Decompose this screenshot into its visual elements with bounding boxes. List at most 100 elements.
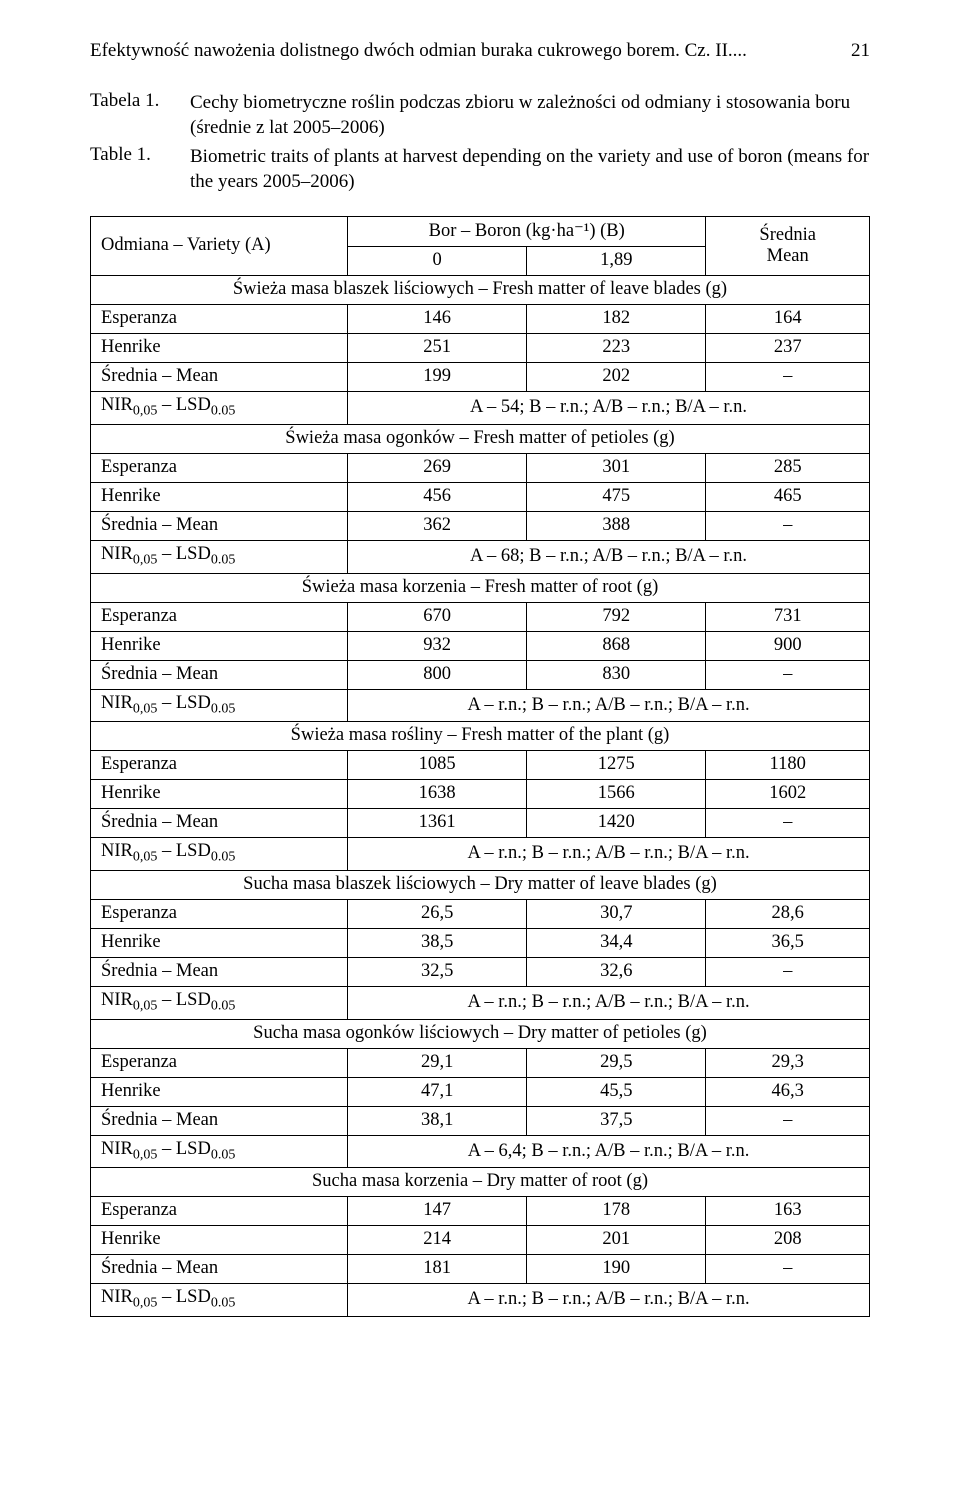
- cell-v1: 34,4: [527, 929, 706, 958]
- cell-v0: 26,5: [348, 900, 527, 929]
- data-row: Esperanza108512751180: [91, 751, 870, 780]
- caption-text-pl: Cechy biometryczne roślin podczas zbioru…: [190, 90, 870, 140]
- row-label: Henrike: [91, 780, 348, 809]
- running-header: Efektywność nawożenia dolistnego dwóch o…: [90, 40, 870, 62]
- row-label: Esperanza: [91, 900, 348, 929]
- row-label: Średnia – Mean: [91, 809, 348, 838]
- data-row: Henrike456475465: [91, 483, 870, 512]
- cell-v0: 456: [348, 483, 527, 512]
- cell-v1: 475: [527, 483, 706, 512]
- data-row: Średnia – Mean38,137,5–: [91, 1106, 870, 1135]
- cell-mean: –: [706, 809, 870, 838]
- row-label: Esperanza: [91, 305, 348, 334]
- table-caption: Tabela 1. Cechy biometryczne roślin podc…: [90, 90, 870, 194]
- nir-row: NIR0,05 – LSD0.05A – r.n.; B – r.n.; A/B…: [91, 987, 870, 1020]
- section-title: Świeża masa rośliny – Fresh matter of th…: [91, 722, 870, 751]
- cell-v1: 1566: [527, 780, 706, 809]
- cell-v1: 301: [527, 454, 706, 483]
- cell-v0: 47,1: [348, 1077, 527, 1106]
- cell-mean: –: [706, 363, 870, 392]
- data-row: Średnia – Mean362388–: [91, 512, 870, 541]
- nir-value: A – 68; B – r.n.; A/B – r.n.; B/A – r.n.: [348, 541, 870, 574]
- section-title-row: Świeża masa rośliny – Fresh matter of th…: [91, 722, 870, 751]
- cell-v1: 388: [527, 512, 706, 541]
- cell-mean: 208: [706, 1226, 870, 1255]
- biometric-table: Odmiana – Variety (A)Bor – Boron (kg·ha⁻…: [90, 216, 870, 1317]
- row-label: Henrike: [91, 483, 348, 512]
- cell-v1: 182: [527, 305, 706, 334]
- data-row: Henrike932868900: [91, 631, 870, 660]
- cell-v1: 223: [527, 334, 706, 363]
- row-label: Esperanza: [91, 1048, 348, 1077]
- caption-label-pl: Tabela 1.: [90, 90, 172, 112]
- cell-v0: 362: [348, 512, 527, 541]
- data-row: Średnia – Mean32,532,6–: [91, 958, 870, 987]
- cell-v0: 38,1: [348, 1106, 527, 1135]
- data-row: Średnia – Mean800830–: [91, 660, 870, 689]
- cell-v1: 37,5: [527, 1106, 706, 1135]
- cell-v0: 269: [348, 454, 527, 483]
- cell-mean: 731: [706, 602, 870, 631]
- section-title-row: Sucha masa blaszek liściowych – Dry matt…: [91, 871, 870, 900]
- header-row-1: Odmiana – Variety (A)Bor – Boron (kg·ha⁻…: [91, 217, 870, 247]
- header-level-0: 0: [348, 247, 527, 276]
- cell-v0: 932: [348, 631, 527, 660]
- header-boron: Bor – Boron (kg·ha⁻¹) (B): [348, 217, 706, 247]
- cell-v0: 32,5: [348, 958, 527, 987]
- row-label: Średnia – Mean: [91, 1106, 348, 1135]
- section-title-row: Sucha masa korzenia – Dry matter of root…: [91, 1168, 870, 1197]
- row-label: Henrike: [91, 631, 348, 660]
- data-row: Henrike38,534,436,5: [91, 929, 870, 958]
- cell-v1: 1275: [527, 751, 706, 780]
- data-row: Henrike47,145,546,3: [91, 1077, 870, 1106]
- cell-v0: 29,1: [348, 1048, 527, 1077]
- cell-mean: 36,5: [706, 929, 870, 958]
- cell-v1: 32,6: [527, 958, 706, 987]
- data-row: Esperanza147178163: [91, 1197, 870, 1226]
- data-row: Henrike214201208: [91, 1226, 870, 1255]
- section-title: Sucha masa ogonków liściowych – Dry matt…: [91, 1019, 870, 1048]
- nir-row: NIR0,05 – LSD0.05A – r.n.; B – r.n.; A/B…: [91, 689, 870, 722]
- header-variety: Odmiana – Variety (A): [91, 217, 348, 276]
- data-row: Henrike251223237: [91, 334, 870, 363]
- cell-mean: –: [706, 1255, 870, 1284]
- nir-label: NIR0,05 – LSD0.05: [91, 689, 348, 722]
- nir-value: A – r.n.; B – r.n.; A/B – r.n.; B/A – r.…: [348, 689, 870, 722]
- cell-v0: 146: [348, 305, 527, 334]
- nir-label: NIR0,05 – LSD0.05: [91, 838, 348, 871]
- cell-v0: 800: [348, 660, 527, 689]
- cell-v1: 201: [527, 1226, 706, 1255]
- cell-mean: 465: [706, 483, 870, 512]
- nir-row: NIR0,05 – LSD0.05A – 68; B – r.n.; A/B –…: [91, 541, 870, 574]
- row-label: Esperanza: [91, 1197, 348, 1226]
- cell-v0: 670: [348, 602, 527, 631]
- cell-v1: 190: [527, 1255, 706, 1284]
- data-row: Esperanza146182164: [91, 305, 870, 334]
- row-label: Średnia – Mean: [91, 660, 348, 689]
- cell-v0: 251: [348, 334, 527, 363]
- data-row: Średnia – Mean181190–: [91, 1255, 870, 1284]
- row-label: Średnia – Mean: [91, 512, 348, 541]
- cell-v0: 38,5: [348, 929, 527, 958]
- section-title: Świeża masa korzenia – Fresh matter of r…: [91, 573, 870, 602]
- caption-row-en: Table 1. Biometric traits of plants at h…: [90, 144, 870, 194]
- data-row: Średnia – Mean13611420–: [91, 809, 870, 838]
- cell-v1: 1420: [527, 809, 706, 838]
- row-label: Średnia – Mean: [91, 958, 348, 987]
- data-row: Esperanza26,530,728,6: [91, 900, 870, 929]
- cell-v1: 868: [527, 631, 706, 660]
- cell-v1: 45,5: [527, 1077, 706, 1106]
- nir-row: NIR0,05 – LSD0.05A – r.n.; B – r.n.; A/B…: [91, 1284, 870, 1317]
- nir-row: NIR0,05 – LSD0.05A – r.n.; B – r.n.; A/B…: [91, 838, 870, 871]
- row-label: Henrike: [91, 1226, 348, 1255]
- section-title-row: Świeża masa korzenia – Fresh matter of r…: [91, 573, 870, 602]
- cell-v1: 178: [527, 1197, 706, 1226]
- row-label: Esperanza: [91, 454, 348, 483]
- row-label: Henrike: [91, 334, 348, 363]
- cell-mean: 1180: [706, 751, 870, 780]
- cell-v1: 30,7: [527, 900, 706, 929]
- section-title: Świeża masa blaszek liściowych – Fresh m…: [91, 276, 870, 305]
- cell-v1: 29,5: [527, 1048, 706, 1077]
- data-row: Esperanza269301285: [91, 454, 870, 483]
- cell-v0: 1638: [348, 780, 527, 809]
